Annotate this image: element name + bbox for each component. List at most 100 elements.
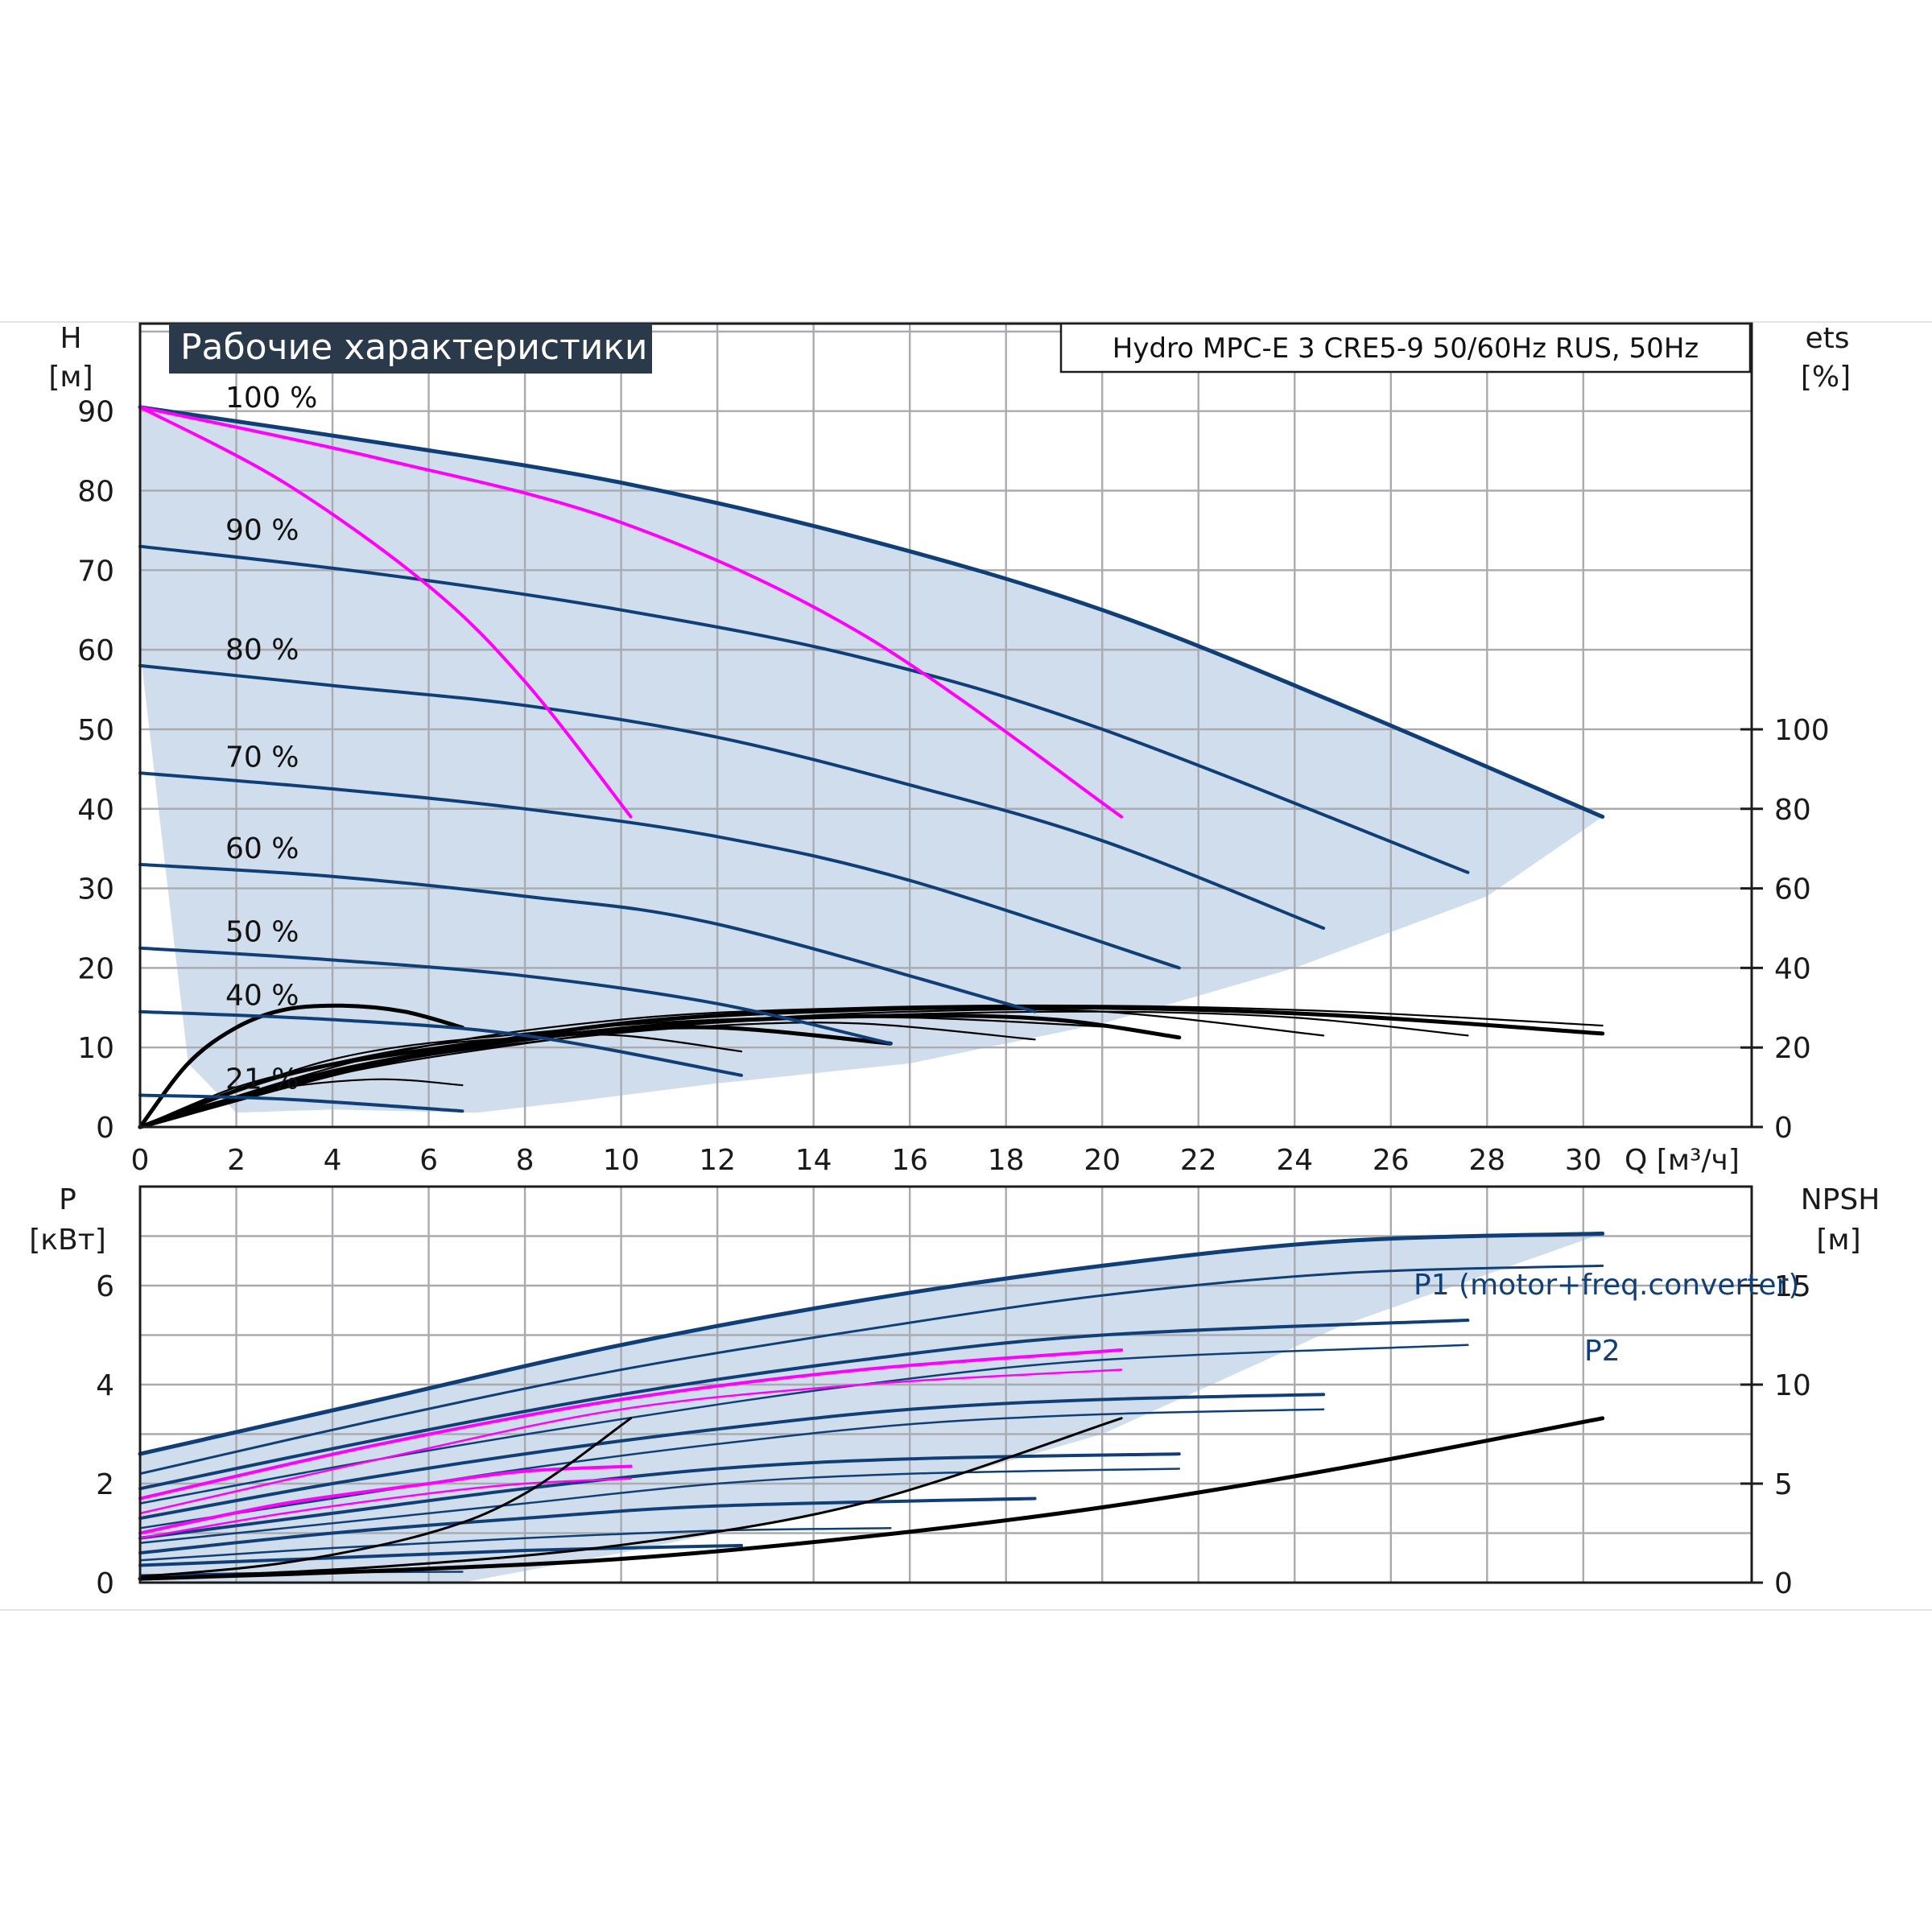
h-tick-label: 70 [77,555,114,588]
power-curves [138,1231,1605,1577]
speed-label: 80 % [225,634,299,667]
npsh-curves [138,1416,1605,1581]
h-tick-label: 90 [77,396,114,429]
x-tick-label: 10 [603,1144,640,1177]
bep-power-curve [138,1477,632,1539]
x-tick-label: 28 [1468,1144,1505,1177]
power-curve [138,1393,1326,1520]
npsh-axis-unit: [м] [1816,1224,1860,1257]
x-tick-label: 0 [131,1144,150,1177]
power-curve [138,1468,1181,1545]
power-curve [138,1543,743,1567]
h-tick-label: 40 [77,794,114,827]
p-tick-label: 2 [96,1468,114,1501]
head-curve-50 [138,946,893,1046]
x-tick-label: 6 [419,1144,438,1177]
power-curve [138,1496,1037,1555]
head-curve-21 [138,1093,464,1113]
top-operating-band [140,407,1603,1113]
npsh-tick-label: 15 [1774,1270,1811,1303]
x-tick-label: 22 [1180,1144,1217,1177]
bep-curve [138,405,633,819]
efficiency-curve [138,1004,1604,1129]
npsh-curve [138,1417,1123,1580]
h-tick-label: 0 [96,1112,114,1145]
h-tick-label: 20 [77,952,114,985]
speed-curve-labels: 100 % 90 % 80 % 70 % 60 % 50 % 40 % 21 % [225,382,317,1096]
eff-tick-label: 0 [1774,1112,1793,1145]
head-curve-100 [138,405,1605,819]
top-tick-labels: 0 2 4 6 8 10 12 14 16 18 20 22 24 26 28 300102030405060… [77,396,1830,1177]
power-curve [138,1527,892,1562]
eff-tick-label: 20 [1774,1032,1811,1065]
speed-label: 50 % [225,916,299,949]
h-tick-label: 60 [77,634,114,667]
eff-tick-label: 40 [1774,952,1811,985]
p-tick-label: 6 [96,1270,114,1303]
eff-tick-label: 60 [1774,873,1811,906]
x-tick-label: 8 [516,1144,535,1177]
head-curve-40 [138,1009,743,1077]
head-curve-80 [138,663,1326,930]
model-box-text: Hydro MPC-E 3 CRE5-9 50/60Hz RUS, 50Hz [1113,332,1699,365]
title-box-text: Рабочие характеристики [180,327,648,368]
speed-label: 70 % [225,741,299,774]
h-tick-label: 10 [77,1032,114,1065]
x-tick-label: 30 [1565,1144,1602,1177]
p1-curve [138,1231,1605,1456]
head-curve-70 [138,771,1181,970]
p-axis-unit: [кВт] [29,1224,106,1257]
p-tick-label: 4 [96,1369,114,1402]
x-tick-label: 4 [324,1144,342,1177]
x-tick-label: 18 [988,1144,1025,1177]
power-curve [138,1452,1181,1540]
x-tick-label: 2 [227,1144,246,1177]
speed-label: 60 % [225,832,299,865]
npsh-tick-label: 10 [1774,1369,1811,1402]
speed-label: 40 % [225,980,299,1013]
npsh-curve [138,1416,1605,1581]
speed-label: 90 % [225,514,299,547]
x-tick-label: 14 [795,1144,832,1177]
head-curve-60 [138,862,1037,1013]
bottom-operating-band [140,1233,1603,1583]
x-tick-label: 20 [1084,1144,1121,1177]
bep-power-curve [138,1368,1123,1515]
x-tick-label: 26 [1373,1144,1410,1177]
h-axis-unit: [м] [48,361,93,394]
operating-area [140,407,1603,1113]
bep-curve [138,405,1124,819]
bep-power-curve [138,1348,1124,1501]
power-curve [138,1319,1470,1491]
bep-curves [138,405,1124,819]
x-tick-label: 12 [699,1144,736,1177]
top-plot-frame [138,322,1753,1129]
efficiency-curve [138,1005,1605,1129]
h-tick-label: 30 [77,873,114,906]
power-curve [138,1408,1325,1530]
top-grid [138,324,1752,1129]
bottom-tick-labels: 0 2 4 6 0 5 10 15 [96,1270,1811,1600]
head-curve-90 [138,544,1470,874]
eff-axis-unit: [%] [1801,361,1851,394]
h-axis-title: H [60,322,81,355]
p-axis-title: P [59,1183,76,1216]
efficiency-curves [138,1003,1605,1129]
efficiency-curve [138,1003,464,1129]
head-curves [138,405,1605,1113]
eff-axis-title: ets [1805,322,1849,355]
npsh-curve [138,1417,633,1579]
q-axis-label: Q [м³/ч] [1624,1144,1740,1177]
x-tick-label: 16 [891,1144,928,1177]
title-box [169,324,652,374]
speed-label: 100 % [225,382,317,415]
npsh-tick-label: 5 [1774,1468,1793,1501]
npsh-tick-label: 0 [1774,1567,1793,1600]
h-tick-label: 50 [77,714,114,747]
power-area [140,1233,1603,1583]
p-tick-label: 0 [96,1567,114,1600]
speed-label: 21 % [225,1063,299,1096]
p1-series-label: P1 (motor+freq.converter) [1414,1269,1799,1302]
eff-tick-label: 80 [1774,794,1811,827]
